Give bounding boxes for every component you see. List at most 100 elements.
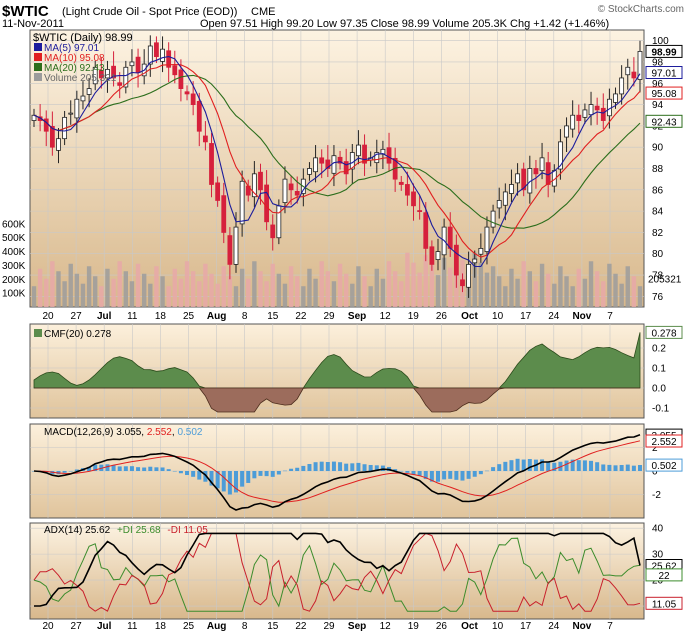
- volume-bar: [307, 268, 312, 307]
- volume-bar: [350, 283, 355, 307]
- volume-bar: [74, 273, 80, 307]
- volume-bar: [105, 268, 110, 307]
- volume-bar: [331, 281, 337, 307]
- x-tick-label-bottom: 15: [267, 621, 279, 631]
- candle-body: [239, 180, 245, 225]
- candle-body: [533, 168, 539, 175]
- adx-last-box: [645, 596, 683, 610]
- cmf-tick-label: 0.2: [652, 344, 666, 355]
- candle-body: [111, 65, 116, 79]
- x-tick-label-bottom: 18: [155, 621, 167, 631]
- macd-hist-bar: [491, 467, 496, 471]
- x-tick-label-bottom: 25: [183, 621, 195, 631]
- candle-body: [337, 156, 343, 164]
- candle-body: [74, 98, 80, 119]
- candle-body: [86, 88, 92, 95]
- candle-body: [172, 65, 178, 76]
- candle-body: [154, 42, 159, 58]
- macd-hist-bar: [484, 470, 489, 472]
- x-tick-label-bottom: Aug: [207, 621, 226, 631]
- x-tick-label: 29: [323, 311, 335, 322]
- volume-bar: [497, 276, 502, 307]
- candle-body: [196, 100, 202, 132]
- macd-hist-bar: [362, 464, 367, 471]
- candle-body: [398, 181, 404, 185]
- candle-body: [98, 70, 104, 79]
- macd-tick-label: 0: [652, 467, 658, 478]
- candle-body: [215, 182, 221, 201]
- volume-bar: [441, 257, 447, 307]
- candle-body: [270, 224, 276, 239]
- macd-hist-bar: [215, 471, 220, 489]
- candle-body: [631, 71, 637, 79]
- macd-tick-label: 2: [652, 443, 658, 454]
- price-tick-label: 96: [652, 79, 664, 90]
- ma5-swatch: [34, 43, 42, 51]
- volume-bar: [209, 273, 214, 307]
- macd-hist-bar: [515, 458, 520, 471]
- volume-bars: [31, 250, 643, 307]
- volume-bar: [356, 266, 361, 307]
- candle-body: [319, 157, 325, 164]
- macd-hist-bar: [460, 471, 465, 481]
- volume-bar: [392, 271, 398, 307]
- cmf-negative-area: [34, 387, 640, 413]
- candle-body: [362, 144, 367, 164]
- candle-body: [429, 246, 435, 265]
- ohlc-summary: Open 97.51 High 99.20 Low 97.35 Close 98…: [200, 18, 609, 30]
- volume-bar: [295, 276, 300, 307]
- volume-bar: [215, 283, 220, 307]
- macd-hist-bar: [521, 459, 526, 471]
- volume-bar: [129, 281, 135, 307]
- volume-bar: [135, 263, 141, 307]
- volume-bar: [570, 286, 575, 307]
- volume-bar: [50, 261, 55, 307]
- macd-hist-bar: [582, 460, 587, 471]
- volume-bar: [221, 266, 226, 307]
- macd-hist-bar: [619, 464, 624, 471]
- macd-hist-bar: [503, 461, 508, 471]
- candle-body: [613, 93, 618, 103]
- candle-body: [564, 125, 569, 138]
- candle-body: [166, 50, 172, 68]
- macd-hist-bar: [472, 471, 477, 477]
- macd-hist-bar: [295, 467, 300, 471]
- last-value-box: [645, 66, 683, 80]
- volume-tick-label: 600K: [2, 219, 26, 230]
- adx-tick-label: 30: [652, 550, 664, 561]
- macd-hist-bar: [62, 471, 67, 473]
- volume-bar: [258, 271, 263, 307]
- candle-body: [251, 173, 257, 198]
- macd-last-box: [645, 434, 683, 448]
- candle-body: [178, 69, 184, 89]
- last-value-box: [645, 114, 683, 128]
- cmf-tick-label: -0.1: [652, 404, 670, 415]
- volume-bar: [533, 281, 539, 307]
- macd-last-label: 0.502: [651, 461, 676, 472]
- macd-last-box: [645, 458, 683, 472]
- macd-legend: MACD(12,26,9) 3.055, 2.552, 0.502: [44, 427, 203, 438]
- candle-body: [264, 184, 270, 223]
- volume-bar: [325, 271, 331, 307]
- adx-last-label: 22: [658, 571, 670, 582]
- macd-hist-bar: [264, 471, 269, 477]
- x-tick-label-bottom: 20: [42, 621, 54, 631]
- macd-hist-bar: [570, 459, 575, 471]
- candle-body: [619, 77, 625, 95]
- x-tick-label-bottom: 11: [127, 621, 138, 631]
- x-tick-label: 10: [492, 311, 504, 322]
- volume-last-label: 205321: [648, 275, 682, 286]
- volume-bar: [527, 271, 533, 307]
- macd-hist-bar: [576, 460, 581, 471]
- x-tick-label-bottom: 17: [520, 621, 532, 631]
- macd-hist-bar: [68, 471, 73, 472]
- adx-last-label: 11.05: [652, 599, 677, 610]
- macd-hist-bar: [123, 466, 128, 471]
- price-legend: $WTIC (Daily) 98.99 MA(5) 97.01 MA(10) 9…: [33, 32, 133, 84]
- macd-hist-bar: [325, 462, 330, 471]
- candle-body: [576, 114, 582, 121]
- x-tick-label-bottom: Nov: [572, 621, 591, 631]
- x-tick-label-bottom: 8: [242, 621, 248, 631]
- adx-last-box: [645, 568, 683, 582]
- ma10-line: [33, 63, 641, 258]
